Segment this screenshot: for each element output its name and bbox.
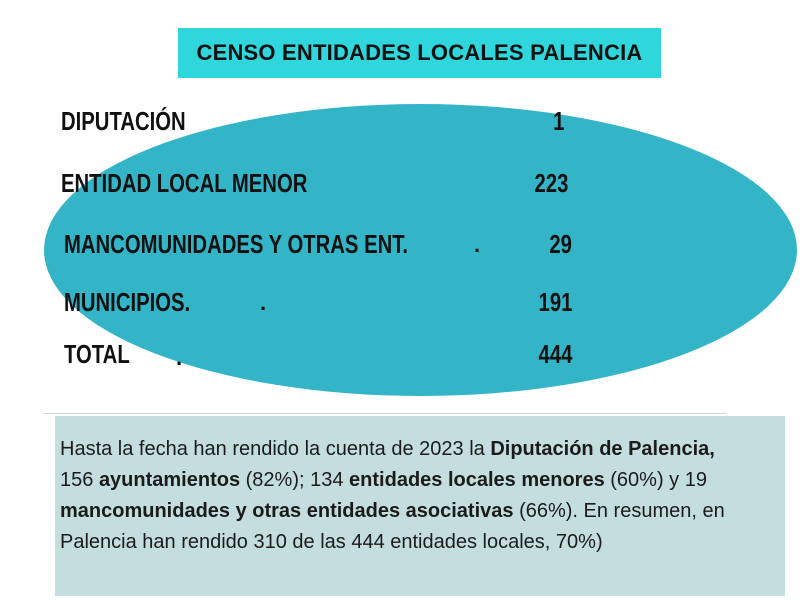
row-label-mancomunidades: MANCOMUNIDADES Y OTRAS ENT. xyxy=(64,229,409,259)
summary-segment: (66%). En resumen, en Palencia han rendi… xyxy=(60,500,725,553)
row-dot-municipios: . xyxy=(260,290,267,315)
summary-segment: Hasta la fecha han rendido la cuenta de … xyxy=(60,438,491,460)
summary-segment: (60%) y 19 xyxy=(604,469,707,491)
summary-text: Hasta la fecha han rendido la cuenta de … xyxy=(60,434,740,558)
row-value-diputacion: 1 xyxy=(552,106,564,136)
summary-box xyxy=(55,416,785,596)
row-label-municipios: MUNICIPIOS. xyxy=(64,287,191,317)
summary-bold-diputacion: Diputación de Palencia, xyxy=(490,438,715,460)
row-value-entidad-local-menor: 223 xyxy=(534,168,568,198)
summary-segment: (82%); 134 xyxy=(240,469,350,491)
row-value-total: 444 xyxy=(538,339,572,369)
row-label-total: TOTAL xyxy=(64,339,130,369)
summary-bold-ayuntamientos: ayuntamientos xyxy=(98,469,241,491)
row-label-entidad-local-menor: ENTIDAD LOCAL MENOR xyxy=(61,168,308,198)
title-banner: CENSO ENTIDADES LOCALES PALENCIA xyxy=(178,28,661,78)
row-label-diputacion: DIPUTACIÓN xyxy=(61,106,186,136)
summary-bold-mancomunidades: mancomunidades y otras entidades asociat… xyxy=(60,500,514,522)
background-ellipse xyxy=(44,104,797,396)
summary-bold-entidades-locales: entidades locales menores xyxy=(349,469,605,491)
divider-line xyxy=(44,413,726,414)
row-dot-mancomunidades: . xyxy=(474,232,481,257)
summary-segment: 156 xyxy=(60,469,99,491)
row-value-mancomunidades: 29 xyxy=(549,229,572,259)
page-title: CENSO ENTIDADES LOCALES PALENCIA xyxy=(196,40,643,65)
row-value-municipios: 191 xyxy=(538,287,572,317)
row-dot-total: . xyxy=(176,345,183,370)
